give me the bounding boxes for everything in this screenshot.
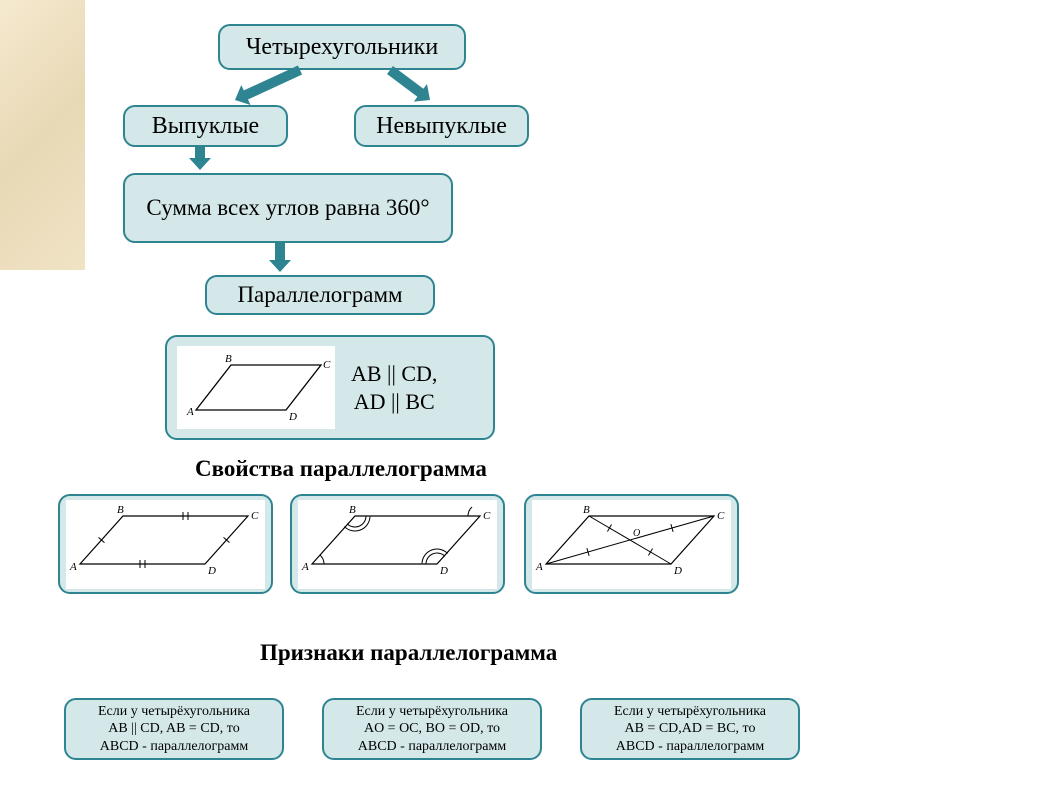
box-parallelogram: Параллелограмм (205, 275, 435, 315)
box-sum-angles-360: Сумма всех углов равна 360° (123, 173, 453, 243)
svg-text:B: B (117, 504, 124, 516)
criterion-1-line-3: ABCD - параллелограмм (98, 738, 250, 756)
label: Сумма всех углов равна 360° (146, 195, 429, 221)
heading-criteria-text: Признаки параллелограмма (260, 640, 557, 665)
label: Выпуклые (152, 113, 259, 140)
svg-text:A: A (301, 561, 309, 573)
criterion-1-line-2: AB || CD, AB = CD, то (98, 720, 250, 738)
criterion-box-1: Если у четырёхугольника AB || CD, AB = C… (64, 698, 284, 760)
heading-properties: Свойства параллелограмма (195, 456, 487, 482)
criterion-3-line-1: Если у четырёхугольника (614, 703, 766, 721)
svg-text:D: D (207, 565, 216, 577)
definition-line-2: AD || BC (351, 388, 437, 416)
svg-text:B: B (225, 353, 232, 365)
criterion-2-line-2: AO = OC, BO = OD, то (356, 720, 508, 738)
decorative-left-strip (0, 0, 85, 270)
box-convex: Выпуклые (123, 105, 288, 147)
svg-text:D: D (439, 565, 448, 577)
property-box-equal-sides: A B C D (58, 494, 273, 594)
definition-line-1: AB || CD, (351, 360, 437, 388)
box-quadrilaterals: Четырехугольники (218, 24, 466, 70)
heading-properties-text: Свойства параллелограмма (195, 456, 487, 481)
criterion-2-line-3: ABCD - параллелограмм (356, 738, 508, 756)
property-box-equal-angles: A B C D (290, 494, 505, 594)
label: Четырехугольники (246, 34, 438, 61)
svg-text:B: B (583, 504, 590, 516)
svg-text:A: A (186, 406, 194, 418)
heading-criteria: Признаки параллелограмма (260, 640, 557, 666)
label: Невыпуклые (376, 113, 507, 140)
definition-text: AB || CD, AD || BC (351, 360, 437, 415)
svg-text:D: D (288, 411, 297, 423)
label: Параллелограмм (237, 282, 402, 308)
criterion-3-line-3: ABCD - параллелограмм (614, 738, 766, 756)
svg-text:A: A (69, 561, 77, 573)
svg-text:A: A (535, 561, 543, 573)
svg-text:D: D (673, 565, 682, 577)
criterion-3-line-2: AB = CD,AD = BC, то (614, 720, 766, 738)
criterion-box-2: Если у четырёхугольника AO = OC, BO = OD… (322, 698, 542, 760)
svg-text:B: B (349, 504, 356, 516)
svg-text:C: C (483, 510, 491, 522)
criterion-2-line-1: Если у четырёхугольника (356, 703, 508, 721)
svg-text:C: C (323, 359, 331, 371)
box-parallelogram-definition: A B C D AB || CD, AD || BC (165, 335, 495, 440)
svg-text:C: C (251, 510, 259, 522)
svg-text:C: C (717, 510, 725, 522)
criterion-1-line-1: Если у четырёхугольника (98, 703, 250, 721)
box-nonconvex: Невыпуклые (354, 105, 529, 147)
property-box-diagonals-bisect: A B C D O (524, 494, 739, 594)
parallelogram-figure-definition: A B C D (177, 346, 335, 429)
svg-text:O: O (633, 528, 640, 539)
criterion-box-3: Если у четырёхугольника AB = CD,AD = BC,… (580, 698, 800, 760)
